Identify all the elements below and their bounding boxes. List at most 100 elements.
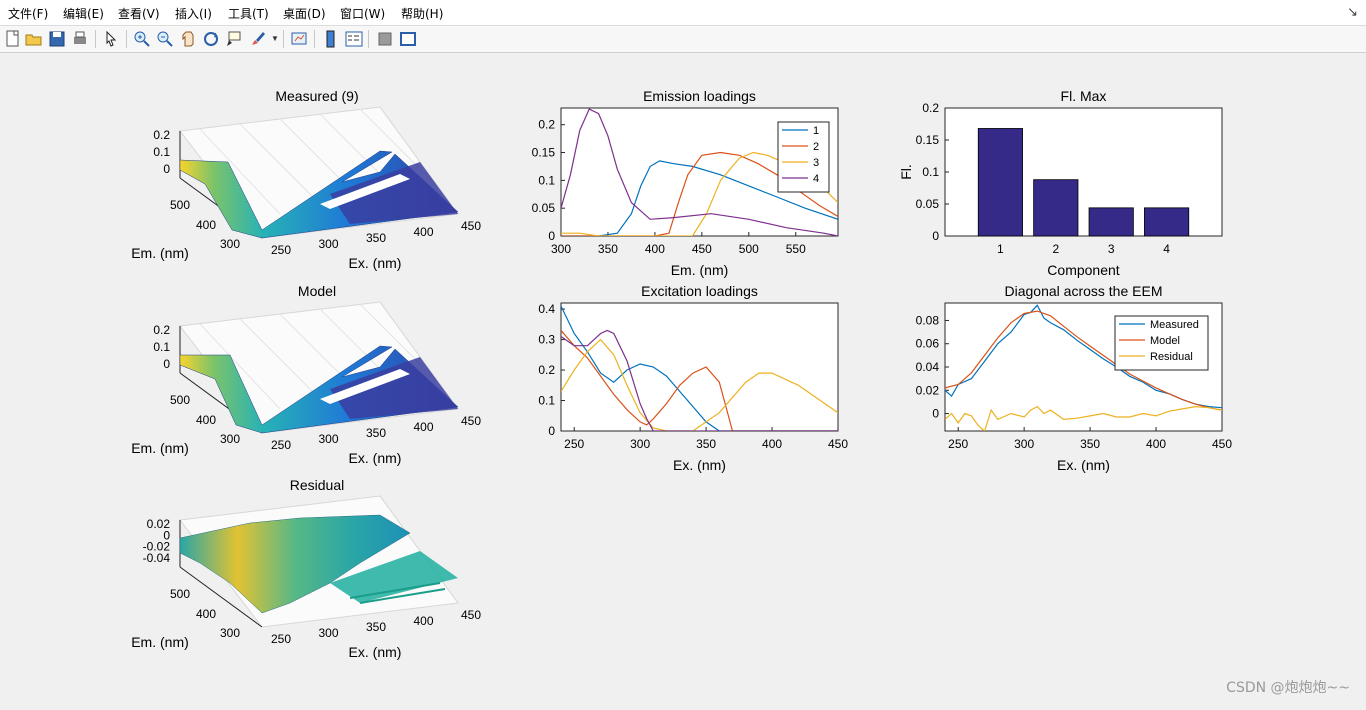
ex-tick-label: 350 — [366, 231, 386, 245]
new-figure-icon[interactable] — [3, 29, 23, 49]
x-tick-label: 400 — [645, 242, 665, 256]
legend-entry: 3 — [813, 157, 819, 169]
plot-title: Model — [298, 283, 336, 299]
ex-tick-label: 250 — [271, 632, 291, 646]
ex-tick-label: 400 — [413, 614, 433, 628]
y-tick-label: 0.04 — [916, 360, 940, 374]
brush-icon[interactable] — [248, 29, 268, 49]
menu-view[interactable]: 查看(V) — [118, 7, 160, 21]
y-tick-label: 0.2 — [922, 101, 939, 115]
x-axis-label: Ex. (nm) — [1057, 457, 1110, 473]
bar-component-3 — [1088, 207, 1134, 237]
model-surface-tail — [330, 357, 458, 419]
x-tick-label: 450 — [828, 437, 848, 451]
x-tick-label: 300 — [630, 437, 650, 451]
bar-component-4 — [1144, 207, 1190, 237]
x-tick-label: 300 — [1014, 437, 1034, 451]
x-tick-label: 350 — [598, 242, 618, 256]
hide-plot-tools-icon[interactable] — [375, 29, 395, 49]
data-cursor-icon[interactable] — [224, 29, 244, 49]
legend-entry: Model — [1150, 335, 1180, 347]
ex-tick-label: 450 — [461, 608, 481, 622]
brush-dropdown-icon[interactable]: ▼ — [271, 34, 279, 43]
z-tick-label: 0 — [163, 528, 170, 542]
rotate-3d-icon[interactable] — [201, 29, 221, 49]
z-tick-label: 0.02 — [147, 517, 171, 531]
y-tick-label: 0.1 — [538, 173, 555, 187]
plot-title: Residual — [290, 477, 344, 493]
ex-tick-label: 300 — [318, 432, 338, 446]
ex-tick-label: 400 — [413, 225, 433, 239]
menu-file[interactable]: 文件(F) — [8, 7, 49, 21]
legend-entry: 2 — [813, 141, 819, 153]
pointer-icon[interactable] — [101, 29, 121, 49]
z-tick-label: 0.1 — [153, 340, 170, 354]
chart-title: Emission loadings — [643, 88, 756, 104]
bar-component-2 — [1033, 179, 1079, 237]
menu-window[interactable]: 窗口(W) — [340, 7, 386, 21]
save-icon[interactable] — [47, 29, 67, 49]
x-tick-label: 450 — [692, 242, 712, 256]
x-axis-label: Component — [1047, 262, 1119, 278]
zoom-out-icon[interactable] — [155, 29, 175, 49]
ex-tick-label: 300 — [318, 237, 338, 251]
colorbar-icon[interactable] — [321, 29, 341, 49]
legend-icon[interactable] — [344, 29, 364, 49]
axes-box — [560, 302, 839, 432]
open-icon[interactable] — [24, 29, 44, 49]
em-tick-label: 500 — [170, 587, 190, 601]
y-tick-label: 0.2 — [538, 118, 555, 132]
y-tick-label: 0.15 — [532, 146, 556, 160]
series-line-model — [945, 310, 1222, 411]
y-tick-label: 0.1 — [922, 165, 939, 179]
ex-tick-label: 450 — [461, 219, 481, 233]
ex-axis-label: Ex. (nm) — [349, 644, 402, 660]
show-plot-tools-icon[interactable] — [398, 29, 418, 49]
menu-help[interactable]: 帮助(H) — [401, 7, 444, 21]
menu-insert[interactable]: 插入(I) — [175, 7, 212, 21]
x-tick-label: 2 — [1052, 242, 1059, 256]
ex-axis-label: Ex. (nm) — [349, 450, 402, 466]
x-tick-label: 400 — [1146, 437, 1166, 451]
menu-desktop[interactable]: 桌面(D) — [283, 7, 326, 21]
y-tick-label: 0 — [548, 229, 555, 243]
series-line-4 — [561, 329, 838, 431]
x-tick-label: 550 — [786, 242, 806, 256]
x-tick-label: 3 — [1108, 242, 1115, 256]
menu-tools[interactable]: 工具(T) — [228, 7, 269, 21]
ex-tick-label: 350 — [366, 426, 386, 440]
em-axis-label: Em. (nm) — [131, 634, 189, 650]
em-axis-label: Em. (nm) — [131, 245, 189, 261]
legend-entry: 4 — [813, 173, 819, 185]
x-tick-label: 350 — [1080, 437, 1100, 451]
y-axis-label: Fl. — [898, 164, 914, 180]
y-tick-label: 0.05 — [916, 197, 940, 211]
em-tick-label: 300 — [220, 626, 240, 640]
print-icon[interactable] — [70, 29, 90, 49]
em-tick-label: 400 — [196, 607, 216, 621]
ex-tick-label: 250 — [271, 243, 291, 257]
y-tick-label: 0 — [932, 407, 939, 421]
ex-tick-label: 400 — [413, 420, 433, 434]
em-axis-label: Em. (nm) — [131, 440, 189, 456]
dock-arrow-icon[interactable]: ↘ — [1347, 4, 1358, 19]
x-axis-label: Em. (nm) — [671, 262, 729, 278]
pan-icon[interactable] — [178, 29, 198, 49]
series-line-3 — [561, 338, 838, 431]
y-tick-label: 0.15 — [916, 133, 940, 147]
x-tick-label: 250 — [564, 437, 584, 451]
em-tick-label: 300 — [220, 432, 240, 446]
menu-edit[interactable]: 编辑(E) — [63, 7, 104, 21]
excitation-loadings-chart: Excitation loadings 250 300 350 400 450 0 0.1 0.… — [538, 283, 848, 473]
x-tick-label: 350 — [696, 437, 716, 451]
chart-title: Excitation loadings — [641, 283, 758, 299]
measured-surface-gap — [320, 174, 410, 209]
zoom-in-icon[interactable] — [132, 29, 152, 49]
model-surface-gap — [320, 369, 410, 404]
x-tick-label: 300 — [551, 242, 571, 256]
link-plot-icon[interactable] — [289, 29, 309, 49]
series-line-residual — [945, 405, 1222, 431]
z-tick-label: -0.04 — [143, 551, 171, 565]
toolbar: ▼ — [0, 26, 1366, 53]
ex-tick-label: 250 — [271, 438, 291, 452]
